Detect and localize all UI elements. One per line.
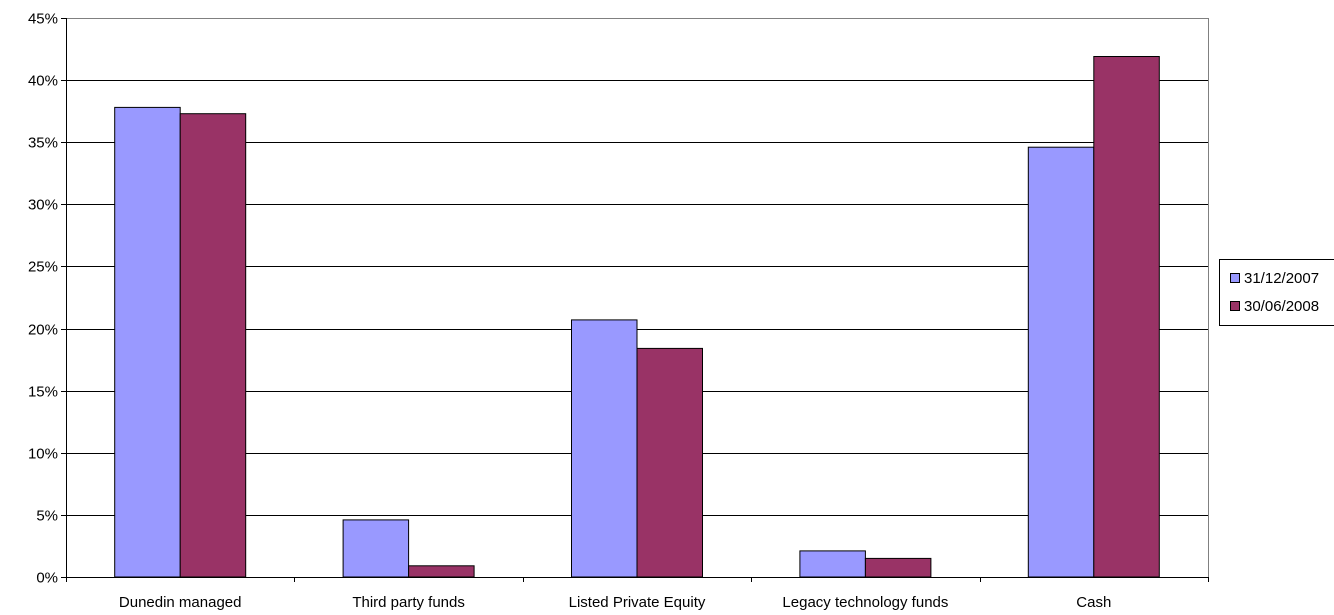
legend-swatch	[1230, 301, 1240, 311]
bar	[114, 106, 181, 578]
bar	[636, 347, 703, 578]
y-tick-label: 35%	[28, 135, 58, 152]
bar	[1027, 146, 1095, 578]
bar	[408, 565, 475, 578]
y-tick-label: 40%	[28, 73, 58, 90]
category-labels: Dunedin managed Third party funds Listed P…	[119, 594, 1111, 611]
bar	[571, 319, 638, 578]
legend: 31/12/2007 30/06/2008	[1219, 259, 1334, 326]
legend-swatch	[1230, 273, 1240, 283]
bar	[179, 113, 247, 578]
y-tick-label: 20%	[28, 322, 58, 339]
y-tick-label: 10%	[28, 446, 58, 463]
category-label: Dunedin managed	[119, 594, 242, 611]
y-axis-ticks: 0% 5% 10% 15% 20% 25% 30% 35% 40% 45%	[28, 11, 66, 587]
y-tick-label: 5%	[36, 508, 58, 525]
bars	[114, 56, 1160, 578]
bar	[1093, 56, 1160, 578]
category-label: Cash	[1076, 594, 1111, 611]
x-axis-ticks	[66, 577, 1209, 582]
category-label: Listed Private Equity	[569, 594, 706, 611]
category-label: Legacy technology funds	[782, 594, 948, 611]
bar	[864, 557, 932, 578]
y-tick-label: 30%	[28, 197, 58, 214]
legend-label: 31/12/2007	[1244, 270, 1319, 287]
y-tick-label: 45%	[28, 11, 58, 28]
y-tick-label: 25%	[28, 259, 58, 276]
bar	[342, 519, 410, 578]
legend-box	[1219, 259, 1334, 326]
axes	[66, 18, 1209, 578]
y-tick-label: 0%	[36, 570, 58, 587]
legend-label: 30/06/2008	[1244, 298, 1319, 315]
y-tick-label: 15%	[28, 384, 58, 401]
category-label: Third party funds	[352, 594, 465, 611]
bar	[799, 550, 866, 578]
